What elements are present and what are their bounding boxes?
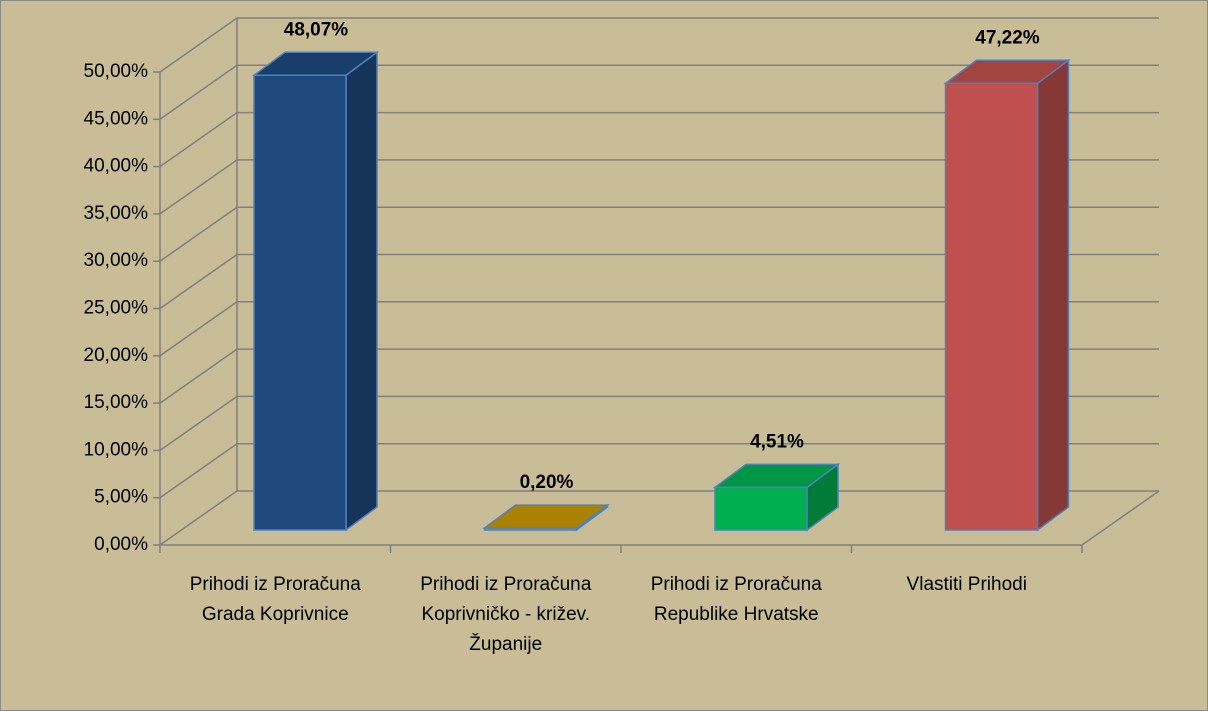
grid-line-side bbox=[159, 253, 238, 310]
grid-line-side bbox=[159, 348, 238, 404]
y-tick-label: 35,00% bbox=[84, 203, 149, 224]
grid-line-side bbox=[159, 64, 238, 120]
value-label: 47,22% bbox=[975, 27, 1040, 48]
y-tick-label: 15,00% bbox=[84, 392, 149, 413]
y-tick-label: 45,00% bbox=[84, 108, 149, 129]
y-tick-label: 50,00% bbox=[84, 61, 149, 82]
grid-line-side bbox=[159, 301, 238, 357]
grid-line-side bbox=[159, 395, 238, 452]
y-tick-label: 25,00% bbox=[84, 298, 149, 319]
value-label: 4,51% bbox=[750, 431, 804, 452]
y-tick-label: 40,00% bbox=[84, 156, 149, 177]
y-tick-label: 20,00% bbox=[84, 345, 149, 366]
grid-line-side bbox=[159, 206, 238, 262]
value-label: 0,20% bbox=[520, 472, 574, 493]
x-tick-label: Prihodi iz Proračuna Republike Hrvatske bbox=[650, 574, 822, 625]
bar bbox=[714, 486, 808, 531]
grid-line-side bbox=[159, 490, 238, 546]
bar-side bbox=[345, 50, 378, 532]
bar-side bbox=[1036, 58, 1070, 532]
y-tick-label: 10,00% bbox=[84, 439, 149, 460]
x-tick-label: Prihodi iz Proračuna Grada Koprivnice bbox=[189, 574, 361, 625]
grid-line-side bbox=[159, 443, 238, 499]
grid-line-side bbox=[159, 111, 238, 168]
y-tick-label: 0,00% bbox=[94, 534, 148, 555]
bar bbox=[253, 74, 347, 531]
value-label: 48,07% bbox=[284, 19, 349, 40]
x-tick-label: Vlastiti Prihodi bbox=[906, 574, 1027, 595]
bar-top bbox=[482, 504, 610, 529]
floor-right bbox=[1081, 490, 1160, 546]
y-tick-label: 5,00% bbox=[94, 487, 148, 508]
bar bbox=[944, 82, 1039, 531]
grid-line-side bbox=[159, 159, 238, 215]
y-tick-label: 30,00% bbox=[84, 250, 149, 271]
grid-line-side bbox=[159, 17, 238, 73]
x-tick-label: Prihodi iz Proračuna Koprivničko - križe… bbox=[420, 574, 592, 655]
bar bbox=[483, 527, 578, 531]
